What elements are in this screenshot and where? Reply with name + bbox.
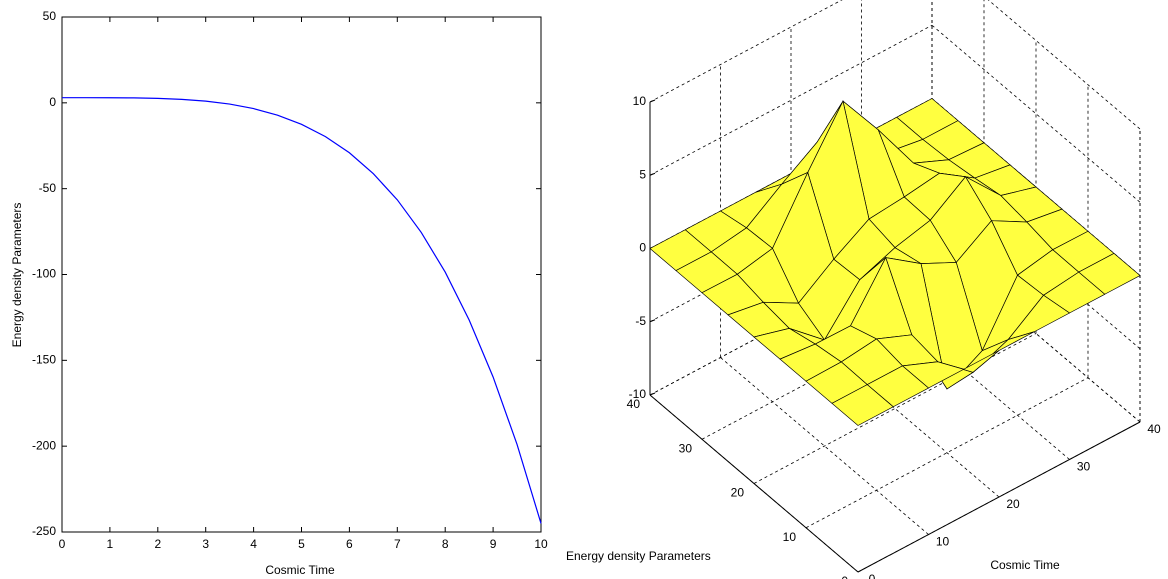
z-tick — [649, 99, 656, 103]
y-tick-label: 0 — [49, 95, 56, 109]
y-axis-line — [649, 394, 859, 573]
z-tick — [649, 319, 656, 323]
x-tick-label: 3 — [202, 537, 209, 551]
z-tick-label: -5 — [635, 314, 646, 328]
y-tick-label: -100 — [32, 267, 56, 281]
y-tick-label: 50 — [43, 9, 57, 23]
x-tick-label: 5 — [298, 537, 305, 551]
y-tick-label: -250 — [32, 524, 56, 538]
x-axis-line — [857, 421, 1141, 573]
x-tick-label: 30 — [1077, 460, 1091, 474]
x-tick-label: 0 — [869, 572, 876, 579]
y-tick-label: 20 — [731, 486, 745, 500]
z-tick-label: 10 — [633, 94, 647, 108]
x-tick-label: 10 — [936, 535, 950, 549]
x-tick-label: 7 — [394, 537, 401, 551]
x-tick-label: 10 — [534, 537, 548, 551]
y-axis-label: Energy density Parameters — [10, 203, 24, 348]
x-tick-label: 1 — [107, 537, 114, 551]
y-tick-label: 40 — [627, 397, 641, 411]
x-tick-label: 40 — [1147, 422, 1161, 436]
floor-grid-line — [805, 377, 1089, 529]
wall-grid-line — [649, 0, 843, 103]
y-axis-label-3d: Energy density Parameters — [566, 549, 711, 563]
x-tick-label: 2 — [154, 537, 161, 551]
x-tick-label: 6 — [346, 537, 353, 551]
z-tick — [649, 392, 656, 396]
wall-grid-line — [649, 24, 933, 176]
z-tick-label: -10 — [629, 387, 647, 401]
x-tick-label: 4 — [250, 537, 257, 551]
y-tick-label: -200 — [32, 438, 56, 452]
data-line — [62, 97, 542, 524]
z-tick-label: 0 — [639, 241, 646, 255]
y-tick-label: -50 — [39, 181, 57, 195]
plot-area — [61, 16, 542, 533]
z-tick-label: 5 — [639, 167, 646, 181]
z-tick — [649, 172, 656, 176]
y-tick-label: 0 — [841, 574, 848, 579]
surface-patch — [831, 384, 894, 426]
x-tick-label: 9 — [490, 537, 497, 551]
x-axis-label-3d: Cosmic Time — [990, 558, 1060, 572]
y-tick-label: 10 — [783, 530, 797, 544]
x-axis-label: Cosmic Time — [265, 563, 335, 577]
x-tick-label: 0 — [59, 537, 66, 551]
x-tick-label: 8 — [442, 537, 449, 551]
x-tick-label: 20 — [1006, 497, 1020, 511]
y-tick-label: -150 — [32, 353, 56, 367]
y-tick-label: 30 — [679, 441, 693, 455]
